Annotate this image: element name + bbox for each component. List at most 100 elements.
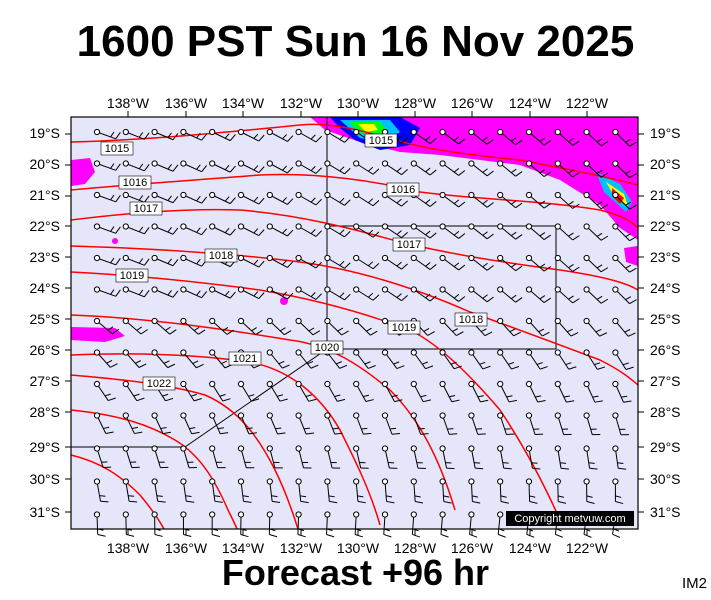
wind-barb xyxy=(612,223,637,242)
lat-label-left: 26°S xyxy=(29,342,60,358)
lat-label-right: 27°S xyxy=(650,373,681,389)
wind-barb xyxy=(237,412,257,435)
wind-barb xyxy=(237,380,260,402)
wind-barb xyxy=(266,511,278,538)
wind-barb xyxy=(554,317,579,337)
wind-barb xyxy=(525,445,541,470)
wind-barb xyxy=(468,349,491,370)
isobar-label-1018b: 1018 xyxy=(454,312,488,327)
wind-barb xyxy=(93,478,109,503)
wind-barb xyxy=(353,412,372,435)
wind-barb xyxy=(180,412,200,435)
wind-barb xyxy=(439,380,460,403)
wind-barb xyxy=(583,254,609,273)
wind-barb xyxy=(324,191,351,206)
wind-barb xyxy=(381,160,408,176)
isobar-1018-line xyxy=(70,245,639,386)
wind-barb xyxy=(612,128,637,147)
precip-patch-west2 xyxy=(71,327,125,342)
wind-barb xyxy=(439,191,466,208)
isobar-label-text: 1017 xyxy=(134,203,158,215)
wind-barb xyxy=(353,349,376,369)
wind-barb xyxy=(439,478,452,504)
lon-label-top: 132°W xyxy=(280,95,323,111)
isobar-label-1015b: 1015 xyxy=(364,133,398,148)
wind-barb xyxy=(554,380,575,403)
map-frame xyxy=(70,116,639,530)
wind-barb xyxy=(324,412,343,435)
wind-barb xyxy=(497,223,523,240)
wind-barb xyxy=(122,380,145,402)
wind-barb xyxy=(151,412,171,435)
wind-barb xyxy=(410,380,432,403)
wind-barb xyxy=(612,286,637,305)
wind-barb xyxy=(295,445,312,469)
wind-barb xyxy=(180,286,208,299)
lon-label-top: 122°W xyxy=(566,95,609,111)
wind-barb xyxy=(583,380,603,403)
wind-barb xyxy=(381,223,408,239)
wind-barb xyxy=(525,478,538,504)
lat-label-right: 29°S xyxy=(650,439,681,455)
wind-barb xyxy=(151,286,179,298)
wind-barb xyxy=(295,191,322,206)
wind-barb xyxy=(122,445,140,469)
isobar-label-1017b: 1017 xyxy=(392,237,426,252)
wind-barb xyxy=(525,349,548,370)
lat-label-right: 24°S xyxy=(650,280,681,296)
isobar-label-text: 1016 xyxy=(391,184,415,196)
isobar-label-layer: 1015 1015 1016 1016 1017 1017 1018 1018 xyxy=(100,133,488,391)
lon-label-top: 138°W xyxy=(107,95,150,111)
wind-barb xyxy=(612,254,637,273)
precip-dot-a xyxy=(280,297,288,305)
domain-box-diagonal xyxy=(184,348,328,448)
lon-label-top: 126°W xyxy=(451,95,494,111)
wind-barb xyxy=(266,445,283,469)
lat-label-right: 21°S xyxy=(650,187,681,203)
precip-dot-b xyxy=(112,238,118,244)
wind-barb xyxy=(324,478,338,504)
wind-barb xyxy=(93,349,118,368)
wind-barb xyxy=(381,191,408,207)
lat-label-right: 19°S xyxy=(650,125,681,141)
wind-barb xyxy=(410,160,437,176)
wind-barb xyxy=(93,445,112,469)
wind-barb xyxy=(612,160,637,179)
precip-band-yellow xyxy=(358,124,378,132)
wind-barb xyxy=(295,223,322,237)
wind-barb xyxy=(468,412,486,435)
wind-barb xyxy=(439,412,458,435)
wind-barb xyxy=(180,349,204,369)
wind-barb xyxy=(583,412,601,436)
wind-barb xyxy=(497,478,509,504)
forecast-label: Forecast +96 hr xyxy=(221,552,490,593)
wind-barb xyxy=(324,128,351,143)
wind-barb xyxy=(151,223,179,235)
wind-barb xyxy=(410,349,434,370)
wind-barb xyxy=(525,317,550,337)
wind-barb xyxy=(612,412,629,436)
wind-barb xyxy=(209,128,236,142)
wind-barb xyxy=(122,191,150,203)
wind-barb xyxy=(122,160,150,172)
lon-label-bottom: 138°W xyxy=(107,540,150,556)
lat-label-left: 24°S xyxy=(29,280,60,296)
wind-barb xyxy=(295,478,309,504)
lat-label-right: 26°S xyxy=(650,342,681,358)
wind-barb xyxy=(583,286,609,304)
wind-barb xyxy=(497,254,523,272)
wind-barb xyxy=(237,445,255,469)
copyright-text: Copyright metvuw.com xyxy=(514,513,625,525)
wind-barb xyxy=(554,478,567,504)
wind-barb xyxy=(525,128,552,146)
wind-barb xyxy=(439,349,462,370)
isobar-label-1019a: 1019 xyxy=(115,268,149,283)
wind-barb xyxy=(266,254,294,268)
isobar-1017-line xyxy=(70,208,639,291)
lon-label-bottom: 126°W xyxy=(451,540,494,556)
wind-barb xyxy=(381,254,408,270)
image-code: IM2 xyxy=(681,575,707,592)
wind-barb xyxy=(209,349,233,369)
wind-barb xyxy=(122,412,143,435)
wind-barb xyxy=(353,478,366,504)
